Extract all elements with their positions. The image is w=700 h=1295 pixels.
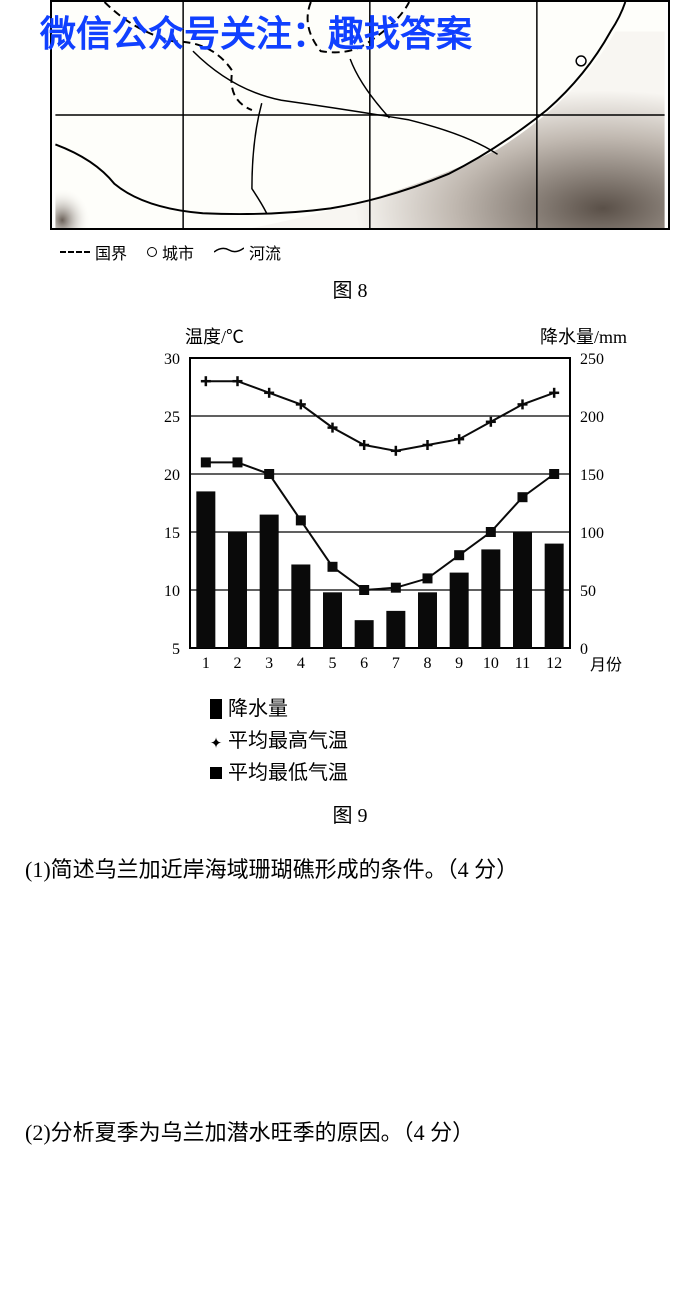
chart-legend: 降水量 ✦ 平均最高气温 平均最低气温 (210, 693, 640, 789)
svg-text:20: 20 (164, 467, 180, 484)
figure-9-caption: 图 9 (0, 799, 700, 828)
svg-text:250: 250 (580, 351, 604, 368)
cross-marker-icon: ✦ (210, 725, 222, 757)
svg-text:10: 10 (483, 655, 499, 672)
figure-8-caption: 图 8 (0, 274, 700, 303)
svg-text:降水量/mm: 降水量/mm (540, 327, 627, 347)
question-2: (2)分析夏季为乌兰加潜水旺季的原因。（4 分） (25, 1116, 680, 1149)
chart-svg: 温度/℃降水量/mm510152025300501001502002501234… (120, 323, 640, 683)
legend-tmin-label: 平均最低气温 (228, 757, 348, 789)
river-line-icon (214, 243, 244, 261)
watermark-text: 微信公众号关注：趣找答案 (40, 5, 472, 57)
legend-tmax-label: 平均最高气温 (228, 725, 348, 757)
legend-precip-label: 降水量 (228, 693, 288, 725)
legend-city: 城市 (147, 240, 194, 264)
svg-text:0: 0 (580, 641, 588, 658)
svg-text:2: 2 (234, 655, 242, 672)
svg-text:25: 25 (164, 409, 180, 426)
svg-text:5: 5 (329, 655, 337, 672)
svg-text:7: 7 (392, 655, 400, 672)
svg-text:月份: 月份 (590, 656, 622, 674)
legend-city-label: 城市 (162, 240, 194, 264)
square-marker-icon (210, 767, 222, 779)
svg-text:9: 9 (455, 655, 463, 672)
svg-text:温度/℃: 温度/℃ (185, 327, 244, 347)
svg-text:50: 50 (580, 583, 596, 600)
svg-text:150: 150 (580, 467, 604, 484)
legend-river-label: 河流 (249, 240, 281, 264)
map-legend: 国界 城市 河流 (60, 240, 700, 264)
svg-text:200: 200 (580, 409, 604, 426)
dash-line-icon (60, 251, 90, 253)
circle-marker-icon (147, 247, 157, 257)
svg-text:11: 11 (515, 655, 530, 672)
legend-tmax: ✦ 平均最高气温 (210, 725, 640, 757)
legend-precip: 降水量 (210, 693, 640, 725)
svg-text:6: 6 (360, 655, 368, 672)
climate-chart: 温度/℃降水量/mm510152025300501001502002501234… (120, 323, 640, 789)
svg-text:5: 5 (172, 641, 180, 658)
svg-text:12: 12 (546, 655, 562, 672)
bar-marker-icon (210, 699, 222, 719)
legend-tmin: 平均最低气温 (210, 757, 640, 789)
legend-river: 河流 (214, 240, 281, 264)
svg-text:4: 4 (297, 655, 305, 672)
svg-text:1: 1 (202, 655, 210, 672)
legend-border: 国界 (60, 240, 127, 264)
legend-border-label: 国界 (95, 240, 127, 264)
question-1: (1)简述乌兰加近岸海域珊瑚礁形成的条件。（4 分） (25, 853, 680, 886)
svg-text:10: 10 (164, 583, 180, 600)
svg-text:100: 100 (580, 525, 604, 542)
svg-text:30: 30 (164, 351, 180, 368)
svg-text:3: 3 (265, 655, 273, 672)
svg-text:8: 8 (424, 655, 432, 672)
svg-text:15: 15 (164, 525, 180, 542)
